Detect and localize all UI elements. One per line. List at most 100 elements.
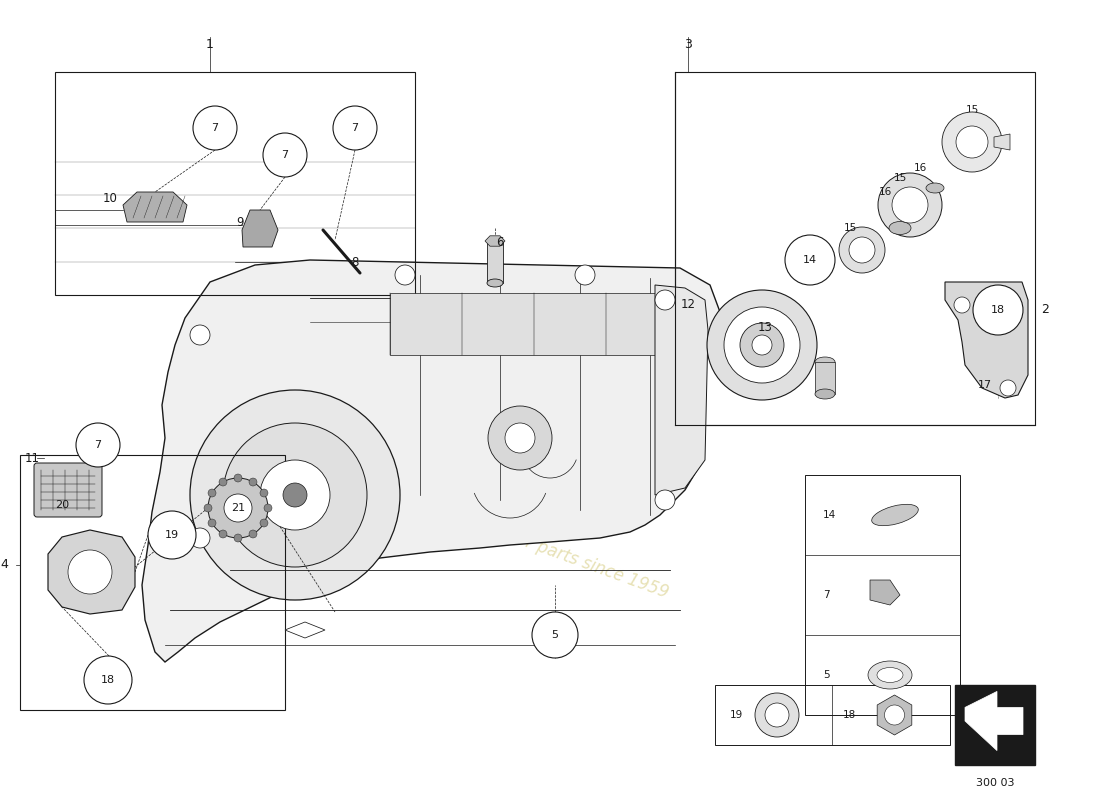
- Circle shape: [249, 530, 257, 538]
- Circle shape: [190, 390, 400, 600]
- Circle shape: [395, 265, 415, 285]
- Circle shape: [892, 187, 928, 223]
- Circle shape: [764, 703, 789, 727]
- Circle shape: [219, 530, 227, 538]
- Text: 14: 14: [823, 510, 836, 520]
- Circle shape: [192, 106, 236, 150]
- Text: 5: 5: [823, 670, 829, 680]
- Text: 16: 16: [879, 187, 892, 197]
- Circle shape: [223, 423, 367, 567]
- Text: 13: 13: [758, 322, 772, 334]
- Circle shape: [974, 285, 1023, 335]
- Circle shape: [839, 227, 886, 273]
- Ellipse shape: [889, 222, 911, 234]
- Circle shape: [208, 489, 216, 497]
- Ellipse shape: [926, 183, 944, 193]
- Text: 15: 15: [893, 173, 906, 183]
- Circle shape: [724, 307, 800, 383]
- Circle shape: [755, 693, 799, 737]
- Text: 16: 16: [913, 163, 926, 173]
- Text: 7: 7: [823, 590, 829, 600]
- Text: 19: 19: [730, 710, 744, 720]
- Circle shape: [849, 237, 875, 263]
- Circle shape: [263, 133, 307, 177]
- Circle shape: [654, 290, 675, 310]
- Polygon shape: [654, 285, 708, 495]
- Text: 15: 15: [844, 223, 857, 233]
- Polygon shape: [242, 210, 278, 247]
- Circle shape: [884, 705, 904, 725]
- Circle shape: [942, 112, 1002, 172]
- Ellipse shape: [815, 357, 835, 367]
- Circle shape: [260, 519, 268, 527]
- Text: 8: 8: [351, 255, 359, 269]
- Circle shape: [488, 406, 552, 470]
- Text: 18: 18: [843, 710, 856, 720]
- Text: 7: 7: [351, 123, 359, 133]
- Circle shape: [204, 504, 212, 512]
- Circle shape: [752, 335, 772, 355]
- Circle shape: [208, 519, 216, 527]
- Circle shape: [84, 656, 132, 704]
- Polygon shape: [485, 236, 505, 246]
- Ellipse shape: [871, 504, 918, 526]
- Ellipse shape: [877, 667, 903, 682]
- Circle shape: [283, 483, 307, 507]
- Circle shape: [264, 504, 272, 512]
- Text: 18: 18: [991, 305, 1005, 315]
- Bar: [955, 685, 1035, 765]
- Text: 4: 4: [0, 558, 8, 571]
- Circle shape: [234, 474, 242, 482]
- Ellipse shape: [487, 237, 503, 245]
- Polygon shape: [965, 691, 1023, 750]
- Text: 12: 12: [681, 298, 695, 311]
- Polygon shape: [123, 192, 187, 222]
- Bar: [675, 72, 1035, 425]
- Text: europarts: europarts: [174, 469, 527, 531]
- Bar: [815, 362, 835, 394]
- Circle shape: [224, 494, 252, 522]
- Polygon shape: [285, 622, 324, 638]
- Circle shape: [190, 325, 210, 345]
- Bar: [715, 685, 950, 745]
- Bar: [390, 293, 680, 355]
- Text: 17: 17: [978, 380, 992, 390]
- Text: 19: 19: [165, 530, 179, 540]
- Circle shape: [740, 323, 784, 367]
- Text: 5: 5: [551, 630, 559, 640]
- Text: 11: 11: [24, 451, 40, 465]
- Circle shape: [785, 235, 835, 285]
- Circle shape: [878, 173, 942, 237]
- Polygon shape: [877, 695, 912, 735]
- Polygon shape: [48, 530, 135, 614]
- Circle shape: [956, 126, 988, 158]
- Circle shape: [532, 612, 578, 658]
- Bar: [55, 72, 415, 295]
- Text: 7: 7: [211, 123, 219, 133]
- Text: 6: 6: [496, 235, 504, 249]
- Text: 300 03: 300 03: [976, 778, 1014, 788]
- Circle shape: [575, 265, 595, 285]
- Text: 9: 9: [236, 215, 244, 229]
- Text: 2: 2: [1041, 303, 1049, 317]
- Ellipse shape: [868, 661, 912, 689]
- Circle shape: [654, 490, 675, 510]
- Circle shape: [505, 423, 535, 453]
- Circle shape: [954, 297, 970, 313]
- Text: 18: 18: [101, 675, 116, 685]
- Text: 1: 1: [206, 38, 213, 51]
- Bar: [487, 241, 503, 283]
- Text: a passion for parts since 1959: a passion for parts since 1959: [429, 498, 671, 602]
- Circle shape: [148, 511, 196, 559]
- Circle shape: [208, 478, 268, 538]
- Text: 15: 15: [966, 105, 979, 115]
- Circle shape: [707, 290, 817, 400]
- Ellipse shape: [487, 279, 503, 287]
- Text: 7: 7: [282, 150, 288, 160]
- Bar: [805, 475, 960, 715]
- Polygon shape: [994, 134, 1010, 150]
- Circle shape: [260, 489, 268, 497]
- FancyBboxPatch shape: [34, 463, 102, 517]
- Circle shape: [68, 550, 112, 594]
- Circle shape: [190, 528, 210, 548]
